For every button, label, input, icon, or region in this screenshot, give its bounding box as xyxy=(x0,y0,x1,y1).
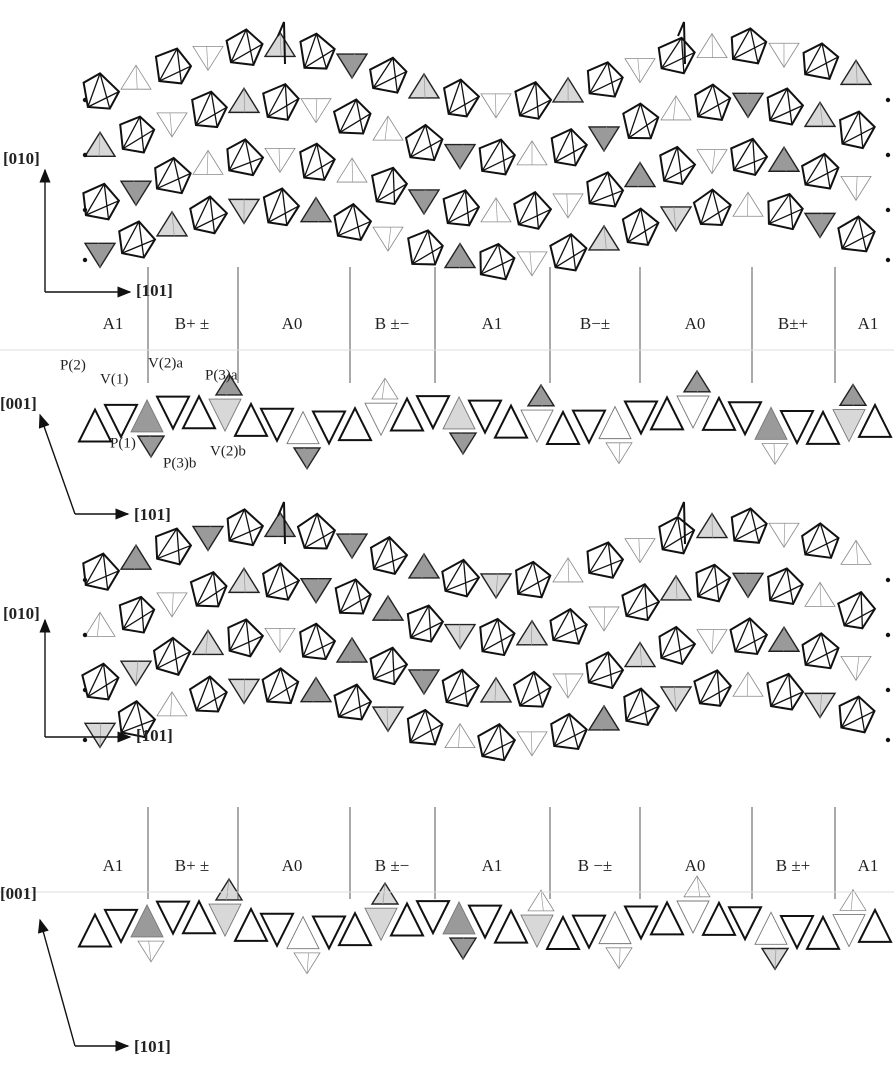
segment-label: A1 xyxy=(482,314,503,333)
segment-label: A1 xyxy=(858,856,879,875)
tetrahedron xyxy=(589,127,619,151)
segment-label: B+ ± xyxy=(175,314,210,333)
octahedron xyxy=(732,28,766,63)
atom-label: P(3)b xyxy=(163,455,196,471)
segment-label: A0 xyxy=(685,856,706,875)
axis-arrow xyxy=(40,415,75,514)
dot xyxy=(886,208,890,212)
octahedron xyxy=(227,139,263,175)
segment-label: A0 xyxy=(282,314,303,333)
dot xyxy=(83,98,87,102)
atom-label: P(2) xyxy=(60,357,86,373)
dot xyxy=(83,578,87,582)
segment-label: B+ ± xyxy=(175,856,210,875)
axis-label: [010] xyxy=(3,604,40,623)
octahedron xyxy=(79,915,111,947)
octahedron xyxy=(804,43,839,78)
atom-label: V(2)a xyxy=(148,355,183,371)
tetrahedron xyxy=(677,901,709,933)
tetrahedron xyxy=(445,145,475,169)
segment-label: A0 xyxy=(282,856,303,875)
segment-label: B±+ xyxy=(778,314,808,333)
atom-label: P(3)a xyxy=(205,367,238,383)
tetrahedron xyxy=(677,396,709,428)
axis-arrow xyxy=(40,920,75,1046)
segment-label: A0 xyxy=(685,314,706,333)
dot xyxy=(83,258,87,262)
segment-label: A1 xyxy=(482,856,503,875)
axis-label: [101] xyxy=(136,281,173,300)
dot xyxy=(886,98,890,102)
octahedron xyxy=(838,592,875,628)
tetrahedron xyxy=(589,226,619,250)
dot xyxy=(886,578,890,582)
dot xyxy=(886,738,890,742)
octahedron xyxy=(732,508,767,542)
segment-label: A1 xyxy=(103,856,124,875)
dot xyxy=(83,688,87,692)
octahedron xyxy=(694,670,730,705)
octahedron xyxy=(840,697,875,733)
octahedron xyxy=(417,901,449,933)
dot xyxy=(886,688,890,692)
octahedron xyxy=(694,190,731,225)
tetrahedron xyxy=(85,612,115,636)
axis-label: [101] xyxy=(134,1037,171,1056)
axis-label: [010] xyxy=(3,149,40,168)
segment-label: B ±+ xyxy=(776,856,811,875)
octahedron xyxy=(807,917,839,949)
octahedron xyxy=(696,565,730,602)
tetrahedron xyxy=(373,116,403,140)
dot xyxy=(83,208,87,212)
octahedron xyxy=(547,917,579,949)
atom-label: V(1) xyxy=(100,371,128,387)
segment-label: B −± xyxy=(578,856,613,875)
tetrahedron xyxy=(697,150,727,174)
tetrahedron xyxy=(589,706,619,730)
octahedron xyxy=(480,244,514,279)
segment-label: A1 xyxy=(103,314,124,333)
tetrahedron xyxy=(287,917,319,949)
octahedron xyxy=(154,638,190,675)
atom-label: P(1) xyxy=(110,435,136,451)
tetrahedron xyxy=(733,573,763,597)
octahedron xyxy=(551,714,586,749)
octahedron xyxy=(79,410,111,442)
tetrahedron xyxy=(287,412,319,444)
tetrahedron xyxy=(805,102,835,126)
tetrahedron xyxy=(301,678,331,702)
tetrahedron xyxy=(373,227,403,251)
dot xyxy=(886,258,890,262)
octahedron xyxy=(372,168,407,204)
tetrahedron xyxy=(841,656,871,680)
axis-label: [001] xyxy=(0,884,37,903)
axis-label: [101] xyxy=(134,505,171,524)
octahedron xyxy=(547,412,579,444)
figure: [010] [101] A1 B+ ± A0 B ±− A1 B−± A0 B±+ A1 [001] [… xyxy=(0,0,894,1070)
tetrahedron xyxy=(337,54,367,78)
dot xyxy=(83,153,87,157)
dot xyxy=(886,633,890,637)
tetrahedron xyxy=(684,876,710,897)
octahedron xyxy=(807,412,839,444)
tetrahedron xyxy=(409,670,439,694)
octahedron xyxy=(731,618,767,654)
dot xyxy=(886,153,890,157)
dot xyxy=(83,633,87,637)
segment-label: A1 xyxy=(858,314,879,333)
atom-label: V(2)b xyxy=(210,443,246,459)
segment-label: B ±− xyxy=(375,314,410,333)
dot xyxy=(83,738,87,742)
tetrahedron xyxy=(372,378,398,399)
axis-label: [101] xyxy=(136,726,173,745)
tetrahedron xyxy=(294,448,320,469)
polyhedra xyxy=(79,22,891,974)
axis-label: [001] xyxy=(0,394,37,413)
segment-label: B ±− xyxy=(375,856,410,875)
octahedron xyxy=(417,396,449,428)
segment-label: B−± xyxy=(580,314,610,333)
tetrahedron xyxy=(661,96,691,120)
octahedron xyxy=(298,514,335,549)
